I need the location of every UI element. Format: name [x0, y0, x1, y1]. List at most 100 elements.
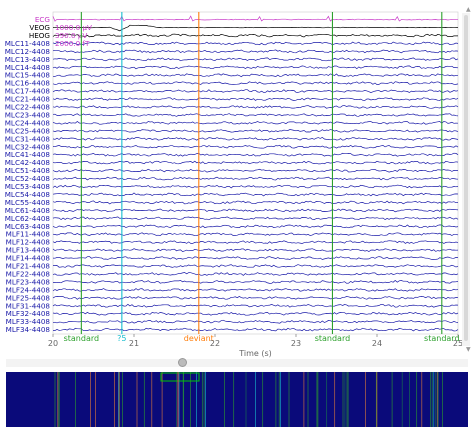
time-tick-label: 23 [291, 339, 301, 348]
channel-label[interactable]: MLC62-4408 [5, 214, 51, 223]
channel-trace [52, 248, 459, 253]
channel-trace [52, 319, 459, 324]
channel-trace [52, 89, 459, 93]
channel-label[interactable]: MLC12-4408 [5, 47, 51, 56]
channel-trace [52, 113, 459, 117]
scale-label: 1000.0 µV [55, 23, 92, 32]
channel-trace [52, 208, 459, 213]
channel-label[interactable]: MLC31-4408 [5, 134, 51, 143]
channel-label[interactable]: MLF13-4408 [6, 246, 51, 255]
channel-trace [52, 73, 459, 78]
channel-trace [52, 129, 459, 133]
channel-trace [52, 176, 459, 181]
channel-trace [52, 184, 459, 189]
channel-trace [52, 136, 459, 141]
channel-label[interactable]: MLC52-4408 [5, 174, 51, 183]
channel-trace [52, 256, 459, 260]
channel-label[interactable]: MLF23-4408 [6, 277, 51, 286]
event-label: deviant [184, 334, 214, 343]
horizontal-scroll-knob-icon[interactable] [178, 358, 187, 367]
channel-label[interactable]: MLF32-4408 [6, 309, 51, 318]
channel-trace [52, 24, 459, 32]
channel-label[interactable]: MLF21-4408 [6, 262, 51, 271]
channel-trace [52, 327, 459, 332]
channel-label[interactable]: MLC54-4408 [5, 190, 51, 199]
channel-label[interactable]: MLC25-4408 [5, 126, 51, 135]
channel-trace [52, 105, 459, 109]
channel-trace [52, 288, 459, 292]
plot-frame [52, 11, 459, 335]
channel-label[interactable]: MLC23-4408 [5, 110, 51, 119]
channel-label[interactable]: MLF22-4408 [6, 269, 51, 278]
scale-label: 390.0 µV [55, 31, 87, 40]
time-tick-label: 22 [210, 339, 220, 348]
channel-trace [52, 160, 459, 165]
channel-trace [52, 152, 459, 157]
channel-trace [52, 15, 458, 22]
channel-label[interactable]: ECG [35, 15, 50, 24]
channel-label[interactable]: MLC42-4408 [5, 158, 51, 167]
scale-label: 2000.0 fT [55, 39, 90, 48]
event-label: standard [424, 334, 459, 343]
channel-label[interactable]: MLC32-4408 [5, 142, 51, 151]
channel-trace [52, 33, 458, 38]
overview-view-window[interactable] [160, 372, 200, 382]
channel-label[interactable]: MLF12-4408 [6, 238, 51, 247]
channel-label[interactable]: HEOG [29, 31, 50, 40]
channel-label[interactable]: MLC53-4408 [5, 182, 51, 191]
channel-label[interactable]: MLF25-4408 [6, 293, 51, 302]
channel-label[interactable]: MLF11-4408 [6, 230, 51, 239]
channel-trace [52, 232, 459, 237]
channel-label[interactable]: MLC41-4408 [5, 150, 51, 159]
channel-label[interactable]: MLF33-4408 [6, 317, 51, 326]
channel-label[interactable]: MLC21-4408 [5, 95, 51, 104]
channel-trace [53, 264, 459, 268]
vertical-scroll-thumb[interactable] [464, 15, 468, 341]
channel-trace [52, 224, 459, 229]
channel-trace [52, 295, 459, 300]
channel-trace [52, 97, 459, 101]
channel-label[interactable]: MLF31-4408 [6, 301, 51, 310]
vertical-scrollbar[interactable] [462, 13, 470, 346]
time-tick-label: 21 [129, 339, 139, 348]
scroll-up-arrow-icon[interactable]: ▲ [466, 6, 471, 13]
channel-trace [52, 303, 459, 308]
channel-label[interactable]: MLC55-4408 [5, 198, 51, 207]
channel-label[interactable]: MLC14-4408 [5, 63, 51, 72]
channel-label[interactable]: MLC16-4408 [5, 79, 51, 88]
channel-label[interactable]: MLC13-4408 [5, 55, 51, 64]
horizontal-scrollbar[interactable] [6, 358, 468, 367]
event-label: ?5 [117, 334, 126, 343]
event-label: standard [315, 334, 350, 343]
channel-label[interactable]: MLC51-4408 [5, 166, 51, 175]
channel-trace [52, 192, 459, 197]
time-tick-label: 24 [372, 339, 382, 348]
channel-trace [52, 168, 459, 173]
channel-label[interactable]: MLF14-4408 [6, 254, 51, 263]
event-label: standard [64, 334, 99, 343]
channel-label[interactable]: MLC11-4408 [5, 39, 51, 48]
channel-trace [52, 81, 459, 85]
channel-label[interactable]: MLC61-4408 [5, 206, 51, 215]
overview-bar[interactable] [6, 372, 468, 427]
channel-trace [52, 49, 459, 54]
channel-trace [52, 200, 459, 205]
channel-label[interactable]: MLC63-4408 [5, 222, 51, 231]
channel-label[interactable]: MLC17-4408 [5, 87, 51, 96]
channel-label[interactable]: MLC24-4408 [5, 118, 51, 127]
channel-label[interactable]: MLC15-4408 [5, 71, 51, 80]
channel-trace [52, 240, 459, 244]
time-tick-label: 25 [453, 339, 463, 348]
channel-label[interactable]: MLF34-4408 [6, 325, 51, 334]
channel-label[interactable]: MLC22-4408 [5, 103, 51, 112]
scroll-down-arrow-icon[interactable]: ▼ [466, 346, 471, 353]
channel-trace [52, 144, 459, 149]
channel-trace [52, 65, 459, 70]
channel-trace [52, 41, 459, 46]
channel-label[interactable]: VEOG [29, 23, 50, 32]
channel-trace [52, 121, 459, 125]
channel-label[interactable]: MLF24-4408 [6, 285, 51, 294]
time-axis-label: Time (s) [238, 349, 272, 358]
channel-trace [52, 280, 459, 284]
